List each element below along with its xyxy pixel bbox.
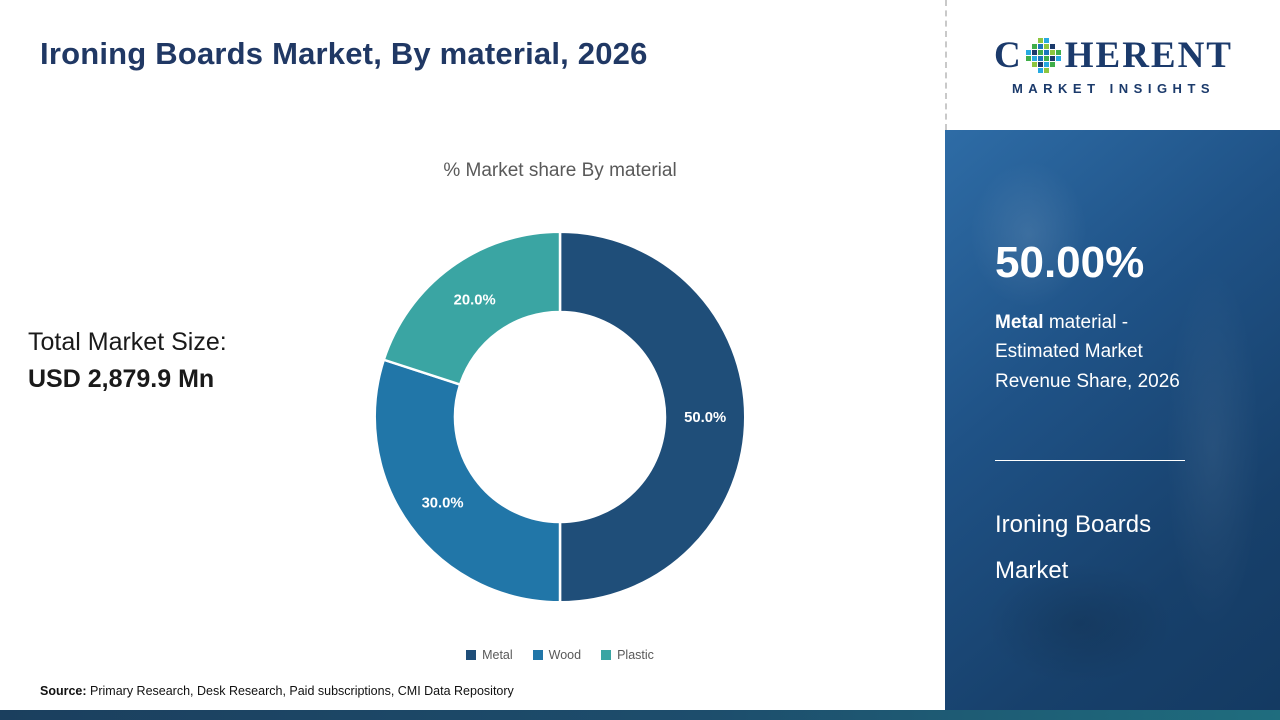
- coherent-logo: C: [945, 0, 1280, 130]
- donut-chart: 50.0% 30.0% 20.0%: [373, 230, 747, 604]
- right-column: C: [945, 0, 1280, 710]
- highlight-share-value: 50.00%: [995, 238, 1145, 287]
- donut-slice-metal: [558, 230, 747, 604]
- market-name-line1: Ironing Boards: [995, 511, 1152, 538]
- legend-swatch: [466, 650, 477, 660]
- legend-item-metal: Metal: [466, 648, 513, 662]
- panel-divider: [995, 460, 1185, 461]
- slice-label-metal: 50.0%: [684, 410, 726, 426]
- legend-swatch: [601, 650, 612, 660]
- market-name: Ironing Boards Market: [995, 502, 1225, 593]
- slice-label-plastic: 20.0%: [454, 293, 496, 309]
- logo-subtitle: MARKET INSIGHTS: [1011, 81, 1216, 96]
- source-line: Source: Primary Research, Desk Research,…: [40, 684, 514, 698]
- donut-slice-wood: [373, 358, 562, 604]
- legend-item-wood: Wood: [532, 648, 582, 662]
- market-name-line2: Market: [995, 556, 1069, 584]
- source-text: Primary Research, Desk Research, Paid su…: [86, 684, 514, 698]
- highlight-share-description: Metal material - Estimated Market Revenu…: [995, 308, 1210, 396]
- legend-item-plastic: Plastic: [601, 648, 654, 662]
- chart-title: % Market share By material: [443, 160, 677, 181]
- legend-swatch: [532, 650, 543, 660]
- mosaic-globe-icon: [1025, 37, 1061, 73]
- highlight-panel: 50.00% Metal material - Estimated Market…: [945, 130, 1280, 710]
- logo-text-c: C: [994, 35, 1023, 76]
- main-chart-area: Ironing Boards Market, By material, 2026…: [28, 36, 945, 698]
- logo-text-rest: HERENT: [1064, 35, 1233, 76]
- source-label: Source:: [40, 684, 87, 698]
- slice-label-wood: 30.0%: [422, 495, 464, 511]
- logo-row: C: [994, 34, 1233, 77]
- bottom-accent-strip: [0, 710, 1280, 720]
- donut-slice-plastic: [382, 230, 562, 387]
- legend-label: Plastic: [617, 648, 654, 662]
- chart-legend: Metal Wood Plastic: [175, 648, 945, 662]
- highlight-material-name: Metal: [995, 312, 1044, 333]
- total-market-size-value: USD 2,879.9 Mn: [28, 365, 215, 393]
- total-market-size-block: Total Market Size: USD 2,879.9 Mn: [28, 328, 227, 394]
- donut-chart-container: 50.0% 30.0% 20.0%: [313, 170, 807, 664]
- highlight-share-text: material - Estimated Market Revenue Shar…: [995, 312, 1180, 392]
- legend-label: Metal: [482, 648, 513, 662]
- legend-label: Wood: [548, 648, 582, 662]
- total-market-size-label: Total Market Size:: [28, 328, 227, 356]
- page-title: Ironing Boards Market, By material, 2026: [40, 36, 648, 71]
